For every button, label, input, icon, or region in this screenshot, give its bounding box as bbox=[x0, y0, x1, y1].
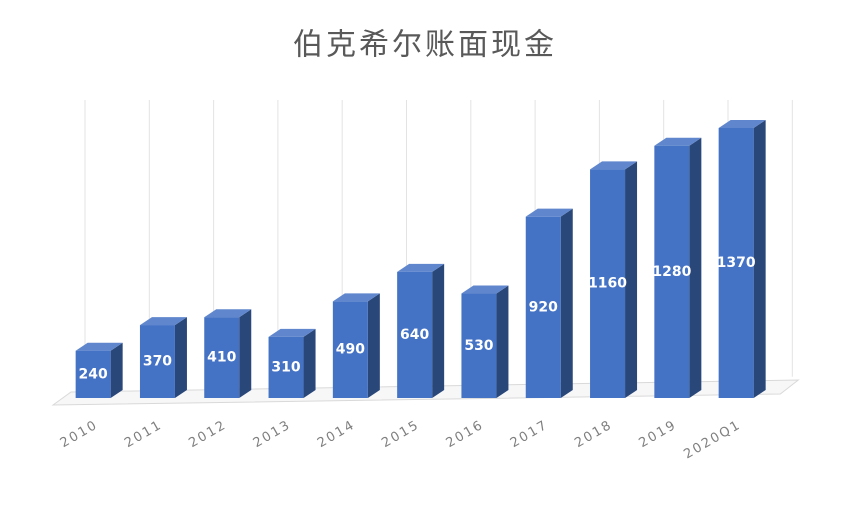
bars: 240 370 410 310 490 640 530 920 1160 1280 1370 bbox=[75, 120, 766, 398]
bar bbox=[204, 317, 240, 398]
bar bbox=[590, 169, 626, 398]
bar bbox=[75, 350, 111, 398]
bar-side bbox=[625, 161, 638, 398]
bar-side bbox=[174, 317, 187, 398]
bar-side bbox=[496, 285, 509, 398]
data-label: 1280 bbox=[652, 264, 691, 280]
data-label: 920 bbox=[529, 299, 558, 315]
data-label: 370 bbox=[143, 354, 172, 370]
bar-side bbox=[432, 263, 445, 398]
bar-top bbox=[75, 342, 123, 351]
data-label: 1370 bbox=[717, 255, 756, 271]
bar-top bbox=[139, 317, 187, 326]
bar-top bbox=[268, 328, 316, 337]
data-label: 530 bbox=[464, 338, 493, 354]
bar-top bbox=[332, 293, 380, 302]
bar-top bbox=[525, 208, 573, 217]
data-label: 410 bbox=[207, 350, 236, 366]
bar-side bbox=[560, 208, 573, 398]
bar bbox=[461, 293, 497, 398]
bar-side bbox=[239, 309, 252, 398]
data-label: 1160 bbox=[588, 276, 627, 292]
bar bbox=[397, 271, 433, 398]
bar bbox=[654, 145, 690, 398]
data-label: 640 bbox=[400, 327, 429, 343]
bar bbox=[332, 301, 368, 398]
data-label: 240 bbox=[79, 366, 108, 382]
chart-title: 伯克希尔账面现金 bbox=[293, 28, 557, 63]
data-label: 490 bbox=[336, 342, 365, 358]
bar-side bbox=[303, 328, 316, 398]
bar-top bbox=[654, 137, 702, 146]
bar-side bbox=[689, 137, 702, 398]
bar bbox=[139, 325, 175, 398]
bar-top bbox=[718, 120, 766, 128]
bar-top bbox=[590, 161, 638, 170]
bar-side bbox=[753, 120, 766, 398]
bar-top bbox=[461, 285, 509, 294]
bar bbox=[268, 336, 304, 398]
data-label: 310 bbox=[271, 359, 300, 375]
bar bbox=[718, 128, 754, 398]
bar-side bbox=[367, 293, 380, 398]
bar bbox=[525, 216, 561, 398]
bar-side bbox=[110, 342, 123, 398]
bar-top bbox=[204, 309, 252, 318]
bar-top bbox=[397, 263, 445, 272]
